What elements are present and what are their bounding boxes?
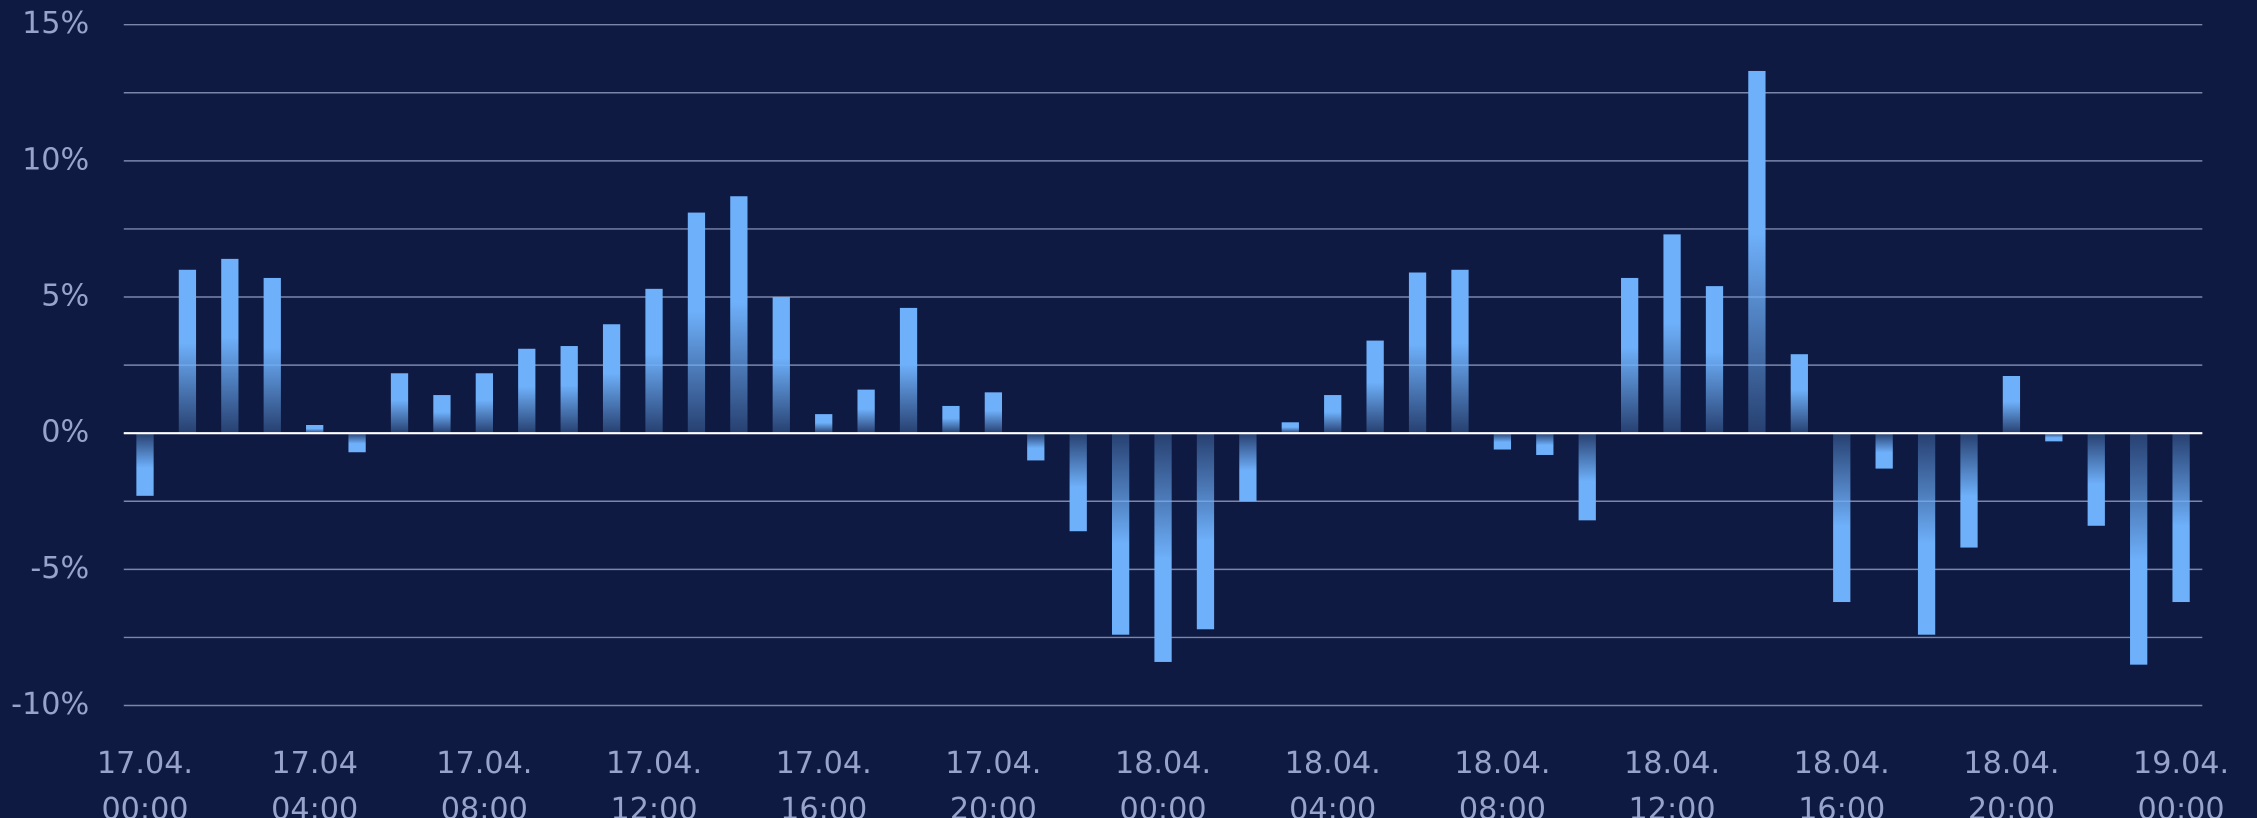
y-tick-label: -5% <box>30 551 89 586</box>
bar <box>1154 433 1172 662</box>
bar <box>1451 269 1469 434</box>
x-tick-label: 00:00 <box>2138 792 2225 818</box>
bar <box>306 425 324 434</box>
x-tick-label: 17.04. <box>436 746 532 781</box>
bar <box>390 373 409 434</box>
bar <box>1875 433 1893 469</box>
bar <box>1239 433 1257 502</box>
bar <box>857 389 875 434</box>
bar <box>730 196 748 434</box>
x-tick-label: 08:00 <box>441 792 528 818</box>
bar <box>1621 277 1639 434</box>
bar <box>2087 433 2105 526</box>
bar <box>1281 422 1299 434</box>
bar <box>1790 354 1808 434</box>
y-tick-label: 10% <box>22 142 89 177</box>
x-tick-label: 17.04. <box>606 746 702 781</box>
x-tick-label: 16:00 <box>1798 792 1885 818</box>
x-tick-label: 08:00 <box>1459 792 1546 818</box>
x-tick-label: 19.04. <box>2133 746 2229 781</box>
x-tick-label: 18.04. <box>1115 746 1211 781</box>
x-tick-label: 16:00 <box>780 792 867 818</box>
bar <box>136 433 154 496</box>
x-tick-label: 17.04. <box>945 746 1041 781</box>
y-tick-label: -10% <box>11 687 89 722</box>
bar <box>475 373 493 434</box>
x-tick-label: 18.04. <box>1285 746 1381 781</box>
bar <box>2045 433 2063 442</box>
bar <box>560 346 578 434</box>
bar <box>1408 272 1427 434</box>
bar <box>899 307 918 434</box>
bar <box>263 277 281 434</box>
bar <box>984 392 1003 434</box>
x-tick-label: 20:00 <box>950 792 1037 818</box>
bar <box>348 433 366 453</box>
bar <box>1833 433 1851 603</box>
bar <box>1366 340 1384 434</box>
x-tick-label: 17.04 <box>271 746 358 781</box>
x-tick-label: 00:00 <box>1119 792 1206 818</box>
x-tick-label: 04:00 <box>271 792 358 818</box>
bar <box>772 297 790 434</box>
y-tick-label: 15% <box>22 6 89 41</box>
bar <box>1196 433 1215 630</box>
bar <box>1705 286 1724 434</box>
bar <box>2172 433 2190 603</box>
bar <box>1917 433 1936 635</box>
x-tick-label: 18.04. <box>1624 746 1720 781</box>
x-tick-label: 04:00 <box>1289 792 1376 818</box>
bar <box>602 324 621 434</box>
x-tick-label: 18.04. <box>1454 746 1550 781</box>
x-tick-label: 17.04. <box>776 746 872 781</box>
bar <box>2130 433 2148 665</box>
bar <box>1578 433 1596 521</box>
y-tick-label: 0% <box>41 415 89 450</box>
x-tick-label: 12:00 <box>1629 792 1716 818</box>
bar <box>815 414 833 434</box>
x-tick-label: 17.04. <box>97 746 193 781</box>
bar <box>2002 375 2021 434</box>
x-tick-label: 18.04. <box>1963 746 2059 781</box>
bar <box>221 258 239 434</box>
bar <box>433 395 451 434</box>
bar <box>178 269 197 434</box>
bar <box>1493 433 1512 450</box>
x-tick-label: 12:00 <box>610 792 697 818</box>
bar <box>1027 433 1045 461</box>
bar <box>518 348 536 434</box>
bar <box>1663 234 1681 434</box>
bar <box>942 405 960 434</box>
bar <box>1324 395 1342 434</box>
bar <box>1069 433 1087 532</box>
bar <box>687 212 706 434</box>
bar <box>1960 433 1978 548</box>
x-tick-label: 00:00 <box>101 792 188 818</box>
bar <box>1111 433 1130 635</box>
x-tick-label: 20:00 <box>1968 792 2055 818</box>
y-tick-label: 5% <box>41 279 89 314</box>
bar <box>1748 70 1766 434</box>
bar <box>645 288 663 434</box>
bar <box>1536 433 1554 455</box>
x-tick-label: 18.04. <box>1794 746 1890 781</box>
